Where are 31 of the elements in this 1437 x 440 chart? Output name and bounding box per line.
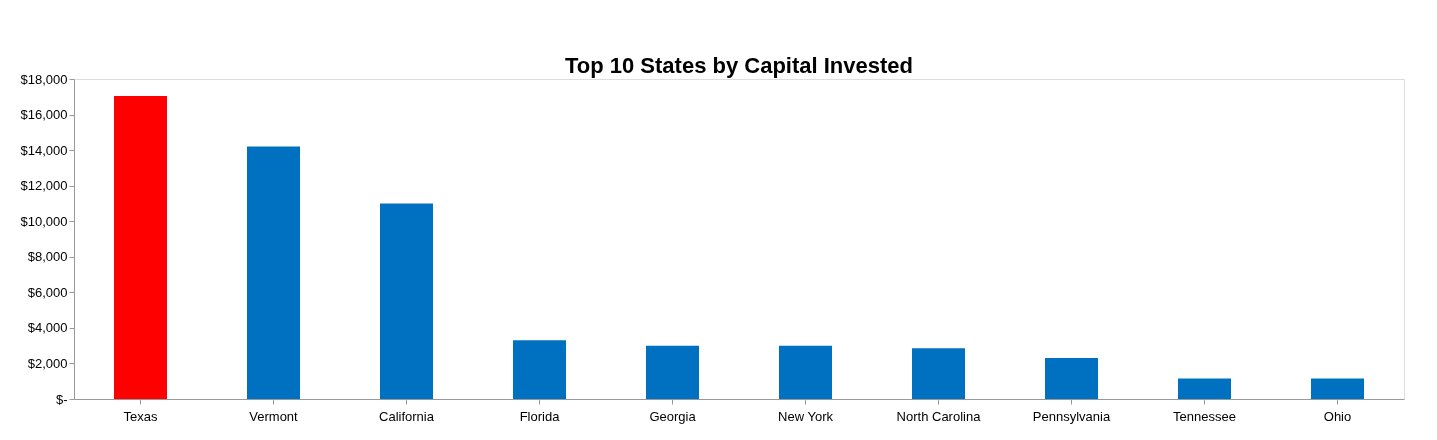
y-tick-label: $16,000 bbox=[20, 107, 68, 123]
bar bbox=[1045, 358, 1098, 399]
x-tick-label: Vermont bbox=[249, 408, 299, 424]
y-tick-label: $- bbox=[55, 391, 68, 407]
y-tick-label: $2,000 bbox=[27, 355, 68, 371]
y-tick-label: $8,000 bbox=[27, 249, 68, 265]
bar bbox=[513, 340, 566, 399]
bar bbox=[1178, 378, 1231, 399]
x-tick-label: Pennsylvania bbox=[1032, 408, 1111, 424]
bar bbox=[380, 203, 433, 399]
bar bbox=[646, 345, 699, 399]
chart-title: Top 10 States by Capital Invested bbox=[564, 53, 914, 78]
x-tick-label: California bbox=[379, 408, 435, 424]
bar bbox=[779, 345, 832, 399]
bar bbox=[912, 348, 965, 399]
bar bbox=[1311, 378, 1364, 399]
x-tick-label: North Carolina bbox=[896, 408, 982, 424]
x-tick-label: Tennessee bbox=[1173, 408, 1236, 424]
y-tick-label: $14,000 bbox=[20, 142, 68, 158]
y-tick-label: $18,000 bbox=[20, 71, 68, 87]
y-tick-label: $6,000 bbox=[27, 284, 68, 300]
bar bbox=[247, 146, 300, 399]
x-tick-label: Texas bbox=[123, 408, 158, 424]
y-tick-label: $12,000 bbox=[20, 178, 68, 194]
x-tick-label: Ohio bbox=[1323, 408, 1352, 424]
y-tick-label: $4,000 bbox=[27, 320, 68, 336]
y-tick-label: $10,000 bbox=[20, 213, 68, 229]
bar bbox=[114, 95, 167, 399]
x-tick-label: Georgia bbox=[649, 408, 697, 424]
x-tick-label: Florida bbox=[519, 408, 561, 424]
x-tick-label: New York bbox=[778, 408, 834, 424]
